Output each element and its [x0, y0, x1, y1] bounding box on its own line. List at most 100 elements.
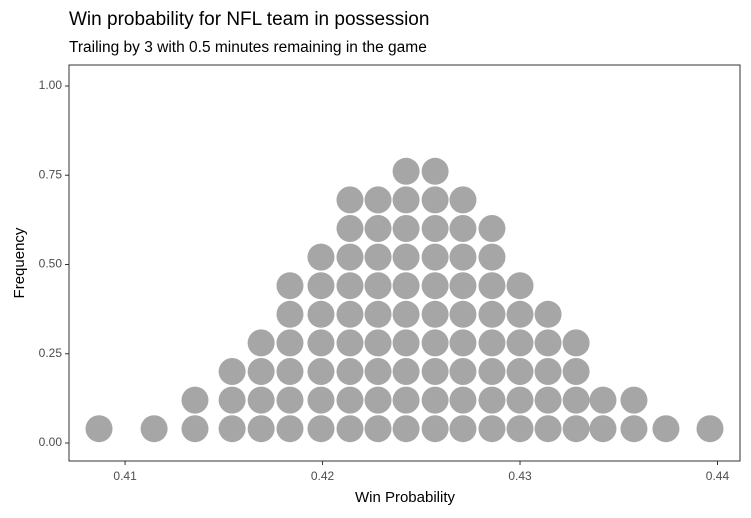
y-tick-label: 0.25	[39, 346, 63, 360]
y-tick-label: 0.00	[39, 435, 63, 449]
dot	[364, 358, 392, 386]
dot	[392, 329, 420, 357]
dot	[421, 243, 449, 271]
y-tick-label: 1.00	[39, 78, 63, 92]
dot	[506, 272, 534, 300]
dot	[307, 329, 335, 357]
plot-border	[68, 64, 741, 462]
dot	[506, 386, 534, 414]
dot	[218, 415, 246, 443]
dot	[620, 386, 648, 414]
dot	[336, 329, 364, 357]
dot	[562, 386, 590, 414]
dot	[506, 358, 534, 386]
x-tick-label: 0.41	[113, 469, 137, 483]
dot	[336, 415, 364, 443]
dot	[392, 215, 420, 243]
dot	[449, 215, 477, 243]
dot	[364, 415, 392, 443]
dot	[421, 415, 449, 443]
dot	[506, 415, 534, 443]
dot	[534, 300, 562, 328]
dot	[421, 386, 449, 414]
dot	[421, 215, 449, 243]
dot	[140, 415, 168, 443]
dot	[336, 386, 364, 414]
dot	[218, 358, 246, 386]
dot	[589, 415, 617, 443]
dot	[421, 329, 449, 357]
dot	[478, 329, 506, 357]
dot	[421, 186, 449, 214]
dot	[307, 358, 335, 386]
dot	[307, 415, 335, 443]
x-tick-label: 0.42	[311, 469, 335, 483]
x-tick-label: 0.43	[508, 469, 532, 483]
dot	[336, 186, 364, 214]
dot	[276, 358, 304, 386]
x-tick-label: 0.44	[706, 469, 730, 483]
dot	[449, 415, 477, 443]
dot	[336, 272, 364, 300]
dot	[620, 415, 648, 443]
dot	[449, 272, 477, 300]
dot	[392, 157, 420, 185]
dot	[449, 329, 477, 357]
dot	[534, 415, 562, 443]
dot	[364, 243, 392, 271]
dot	[218, 386, 246, 414]
dot	[478, 300, 506, 328]
dot	[534, 329, 562, 357]
dot	[364, 186, 392, 214]
dot	[276, 415, 304, 443]
dot	[307, 300, 335, 328]
dot	[478, 386, 506, 414]
dot	[449, 386, 477, 414]
dot	[276, 329, 304, 357]
dot	[478, 215, 506, 243]
dot	[181, 415, 209, 443]
dot	[421, 300, 449, 328]
dot	[336, 243, 364, 271]
dot	[421, 157, 449, 185]
dot	[534, 386, 562, 414]
dot	[421, 358, 449, 386]
dot	[696, 415, 724, 443]
dot	[562, 329, 590, 357]
dot	[392, 358, 420, 386]
dot	[652, 415, 680, 443]
dot	[336, 358, 364, 386]
y-tick-label: 0.50	[39, 257, 63, 271]
dot	[276, 386, 304, 414]
dot	[449, 300, 477, 328]
dot	[478, 243, 506, 271]
dot	[364, 272, 392, 300]
dot	[392, 415, 420, 443]
dot	[449, 186, 477, 214]
y-tick-label: 0.75	[39, 167, 63, 181]
dot	[364, 215, 392, 243]
dot	[562, 415, 590, 443]
dot	[478, 415, 506, 443]
dot	[421, 272, 449, 300]
dot	[247, 386, 275, 414]
dot	[247, 329, 275, 357]
y-axis-label: Frequency	[11, 227, 28, 298]
dot	[392, 243, 420, 271]
dot	[562, 358, 590, 386]
dot	[392, 386, 420, 414]
dot	[589, 386, 617, 414]
dot	[478, 358, 506, 386]
dot	[506, 329, 534, 357]
dot	[449, 243, 477, 271]
dot	[364, 329, 392, 357]
dot	[449, 358, 477, 386]
dot	[307, 243, 335, 271]
dot	[506, 300, 534, 328]
chart-title: Win probability for NFL team in possessi…	[69, 9, 429, 30]
dot	[181, 386, 209, 414]
dot	[534, 358, 562, 386]
dot	[276, 272, 304, 300]
dot	[364, 386, 392, 414]
